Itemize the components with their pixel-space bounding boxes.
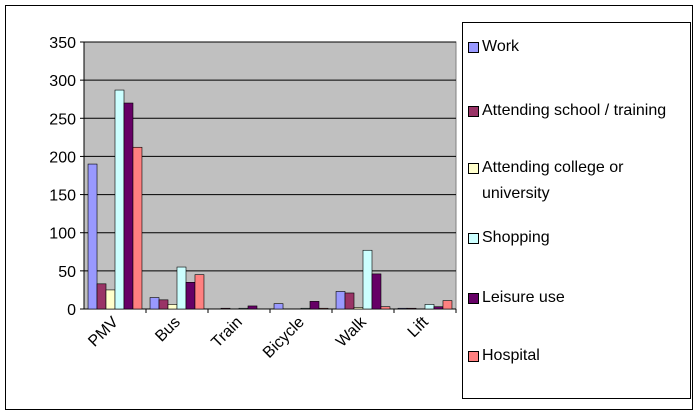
bar	[433, 306, 444, 310]
legend-label: Work	[482, 38, 520, 55]
bar	[300, 307, 311, 310]
legend-swatch	[468, 293, 479, 304]
bar	[96, 283, 107, 310]
y-tick-label: 250	[49, 111, 76, 128]
bar	[406, 307, 417, 310]
y-tick-label: 300	[49, 73, 76, 90]
bar	[105, 289, 116, 310]
bar	[123, 102, 134, 310]
bar	[344, 292, 355, 310]
legend-box	[462, 22, 691, 399]
bar	[238, 307, 249, 310]
y-tick-label: 350	[49, 35, 76, 52]
legend-label: Attending school / training	[482, 102, 667, 119]
legend-swatch	[468, 106, 479, 117]
plot-area	[83, 41, 457, 310]
legend-label: Shopping	[482, 229, 550, 246]
bar	[362, 249, 373, 310]
legend-label: Hospital	[482, 347, 540, 364]
bar	[167, 304, 178, 310]
bar	[220, 307, 231, 310]
bar	[318, 307, 329, 310]
legend-swatch	[468, 163, 479, 174]
bar	[194, 274, 205, 310]
y-tick-label: 100	[49, 226, 76, 243]
legend-swatch	[468, 233, 479, 244]
y-tick-label: 0	[67, 302, 76, 319]
bar	[442, 300, 453, 310]
bar	[176, 266, 187, 310]
bar	[371, 273, 382, 310]
bar	[87, 163, 98, 310]
bar	[353, 307, 364, 310]
y-tick-label: 50	[58, 264, 76, 281]
y-tick-label: 200	[49, 149, 76, 166]
bar	[397, 307, 408, 310]
bar	[114, 89, 125, 310]
bar	[424, 304, 435, 310]
bar	[380, 306, 391, 310]
bar	[158, 299, 169, 310]
bar	[149, 297, 160, 310]
bar	[132, 146, 143, 310]
legend-swatch	[468, 42, 479, 53]
bar	[335, 291, 346, 310]
bar	[185, 281, 196, 310]
legend-swatch	[468, 351, 479, 362]
legend-label: Attending college or university	[482, 159, 624, 202]
bar	[273, 303, 284, 310]
bar	[247, 305, 258, 310]
y-tick-label: 150	[49, 188, 76, 205]
legend-label: Leisure use	[482, 289, 565, 306]
bar	[309, 301, 320, 310]
